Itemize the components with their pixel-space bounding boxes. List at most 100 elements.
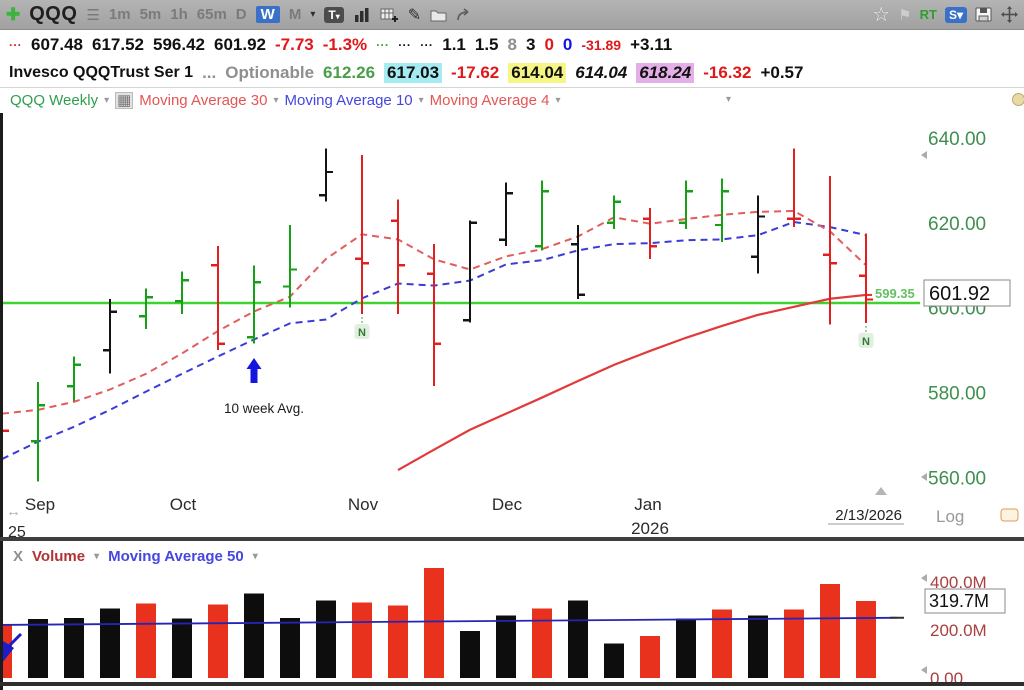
volume-bar <box>532 608 552 678</box>
folder-icon[interactable] <box>430 8 447 22</box>
strategy-button[interactable]: S▾ <box>944 6 967 23</box>
quote-field: 617.52 <box>92 34 145 54</box>
volume-dropdown[interactable]: Volume <box>32 547 86 565</box>
quote-field: 614.04 <box>508 63 567 83</box>
chart-symbol-dropdown[interactable]: QQQ Weekly <box>10 92 99 109</box>
axis-arrow-icon <box>921 666 927 674</box>
quote-field: 1.1 <box>442 34 466 54</box>
chevron-down-icon[interactable] <box>94 551 99 562</box>
indicator-settings-icon[interactable] <box>1012 93 1024 106</box>
quote-field: 0 <box>562 34 573 54</box>
volume-bar <box>388 605 408 678</box>
chevron-down-icon[interactable] <box>273 95 278 106</box>
grid-add-icon[interactable] <box>380 7 399 23</box>
volume-bar <box>208 604 228 678</box>
timeframe-button[interactable]: W <box>255 6 280 23</box>
date-axis[interactable]: Sep Oct Nov Dec Jan 2026 25 2/13/2026 Log ↔ <box>6 487 1019 541</box>
price-bars <box>0 148 873 482</box>
ma4-dropdown[interactable]: Moving Average 4 <box>429 92 550 109</box>
timeframe-button[interactable]: 5m <box>139 6 162 23</box>
favorite-star-icon[interactable]: ☆ <box>872 4 891 26</box>
volume-bar <box>640 636 660 678</box>
svg-text:400.0M: 400.0M <box>930 573 987 592</box>
last-price-badge <box>923 279 1011 307</box>
pane-left-border <box>0 541 3 690</box>
close-pane-button[interactable]: X <box>13 547 24 565</box>
axis-arrow-icon <box>921 473 927 481</box>
pane-left-border <box>0 113 3 541</box>
quote-field: +3.11 <box>630 34 673 54</box>
move-icon[interactable] <box>1001 6 1018 23</box>
quote-field: 617.03 <box>384 63 443 83</box>
symbol-label[interactable]: QQQ <box>29 3 78 25</box>
timeframe-button[interactable]: 1m <box>108 6 131 23</box>
volume-bar <box>28 619 48 678</box>
ma10-dropdown[interactable]: Moving Average 10 <box>284 92 413 109</box>
timeframe-caret-icon[interactable] <box>310 9 315 20</box>
svg-text:640.00: 640.00 <box>928 129 986 150</box>
volume-bar <box>64 618 84 678</box>
grid-icon[interactable]: ▦ <box>115 92 134 109</box>
scale-lock-icon[interactable] <box>1000 508 1019 522</box>
up-arrow-annotation[interactable] <box>246 358 262 383</box>
volume-bar <box>100 608 120 678</box>
svg-text:2026: 2026 <box>631 519 669 538</box>
chevron-down-icon[interactable] <box>419 95 424 106</box>
timeframe-button[interactable]: M <box>288 6 302 23</box>
axis-arrow-icon <box>921 574 927 582</box>
add-symbol-icon[interactable]: ✚ <box>6 4 21 24</box>
quote-field: ... <box>398 34 412 49</box>
timeframe-button[interactable]: 65m <box>196 6 227 23</box>
quote-field: 612.26 <box>323 63 376 82</box>
svg-text:N: N <box>358 327 366 339</box>
ma30-dropdown[interactable]: Moving Average 30 <box>139 92 268 109</box>
note-marker[interactable] <box>858 332 874 348</box>
price-chart[interactable]: 599.35 N N 10 week Avg. 640.00 620.00 600.00 58… <box>0 113 1024 541</box>
tools-button[interactable]: T▾ <box>324 6 344 23</box>
share-arrow-icon[interactable] <box>456 7 473 22</box>
drawn-arrow[interactable] <box>0 639 14 663</box>
chart-toolbar: QQQ Weekly ▦ Moving Average 30 Moving Av… <box>0 87 1024 113</box>
quote-row-details: Invesco QQQTrust Ser 1... Optionable 612.2… <box>0 59 1024 87</box>
timeframe-button[interactable]: D <box>235 6 247 23</box>
svg-text:Sep: Sep <box>25 495 55 514</box>
quote-field: 596.42 <box>153 34 206 54</box>
quote-field: ... <box>202 63 217 82</box>
timeframe-button[interactable]: 1h <box>170 6 188 23</box>
svg-text:25: 25 <box>8 524 26 541</box>
scroll-up-icon <box>875 487 887 495</box>
volume-bar <box>784 609 804 678</box>
quote-row-ohlc: ... 607.48 617.52 596.42 601.92 -7.73 -1.3%...… <box>0 30 1024 59</box>
volume-chart[interactable]: 400.0M 200.0M 0.00 319.7M <box>0 541 1024 690</box>
note-marker[interactable] <box>354 324 370 340</box>
watchlist-menu-icon[interactable]: ☰ <box>86 6 100 24</box>
volume-bar <box>244 593 264 678</box>
svg-text:560.00: 560.00 <box>928 468 986 489</box>
log-scale-label[interactable]: Log <box>936 507 964 526</box>
ma50-dropdown[interactable]: Moving Average 50 <box>108 547 244 565</box>
quote-field: Invesco QQQTrust Ser 1 <box>9 64 194 81</box>
save-icon[interactable] <box>975 7 993 23</box>
draw-pencil-icon[interactable]: ✎ <box>407 6 422 24</box>
chevron-down-icon[interactable] <box>726 94 731 105</box>
chevron-down-icon[interactable] <box>104 95 109 106</box>
bar-chart-icon[interactable] <box>353 7 371 23</box>
toolbar-right-group: ☆ ⚑ RT S▾ <box>872 2 1018 27</box>
quote-field: 8 <box>507 34 517 54</box>
chevron-down-icon[interactable] <box>555 95 560 106</box>
pan-icon[interactable]: ↔ <box>6 503 21 520</box>
svg-text:200.0M: 200.0M <box>930 621 987 640</box>
chevron-down-icon[interactable] <box>253 551 258 562</box>
quote-field: 0 <box>544 34 554 54</box>
pane-divider[interactable] <box>0 537 1024 541</box>
svg-text:580.00: 580.00 <box>928 383 986 404</box>
flag-icon[interactable]: ⚑ <box>898 6 912 24</box>
volume-bar <box>496 615 516 678</box>
volume-toolbar: X Volume Moving Average 50 <box>0 545 258 567</box>
ma-line <box>397 293 872 472</box>
pane-bottom-border <box>0 682 1024 686</box>
quote-field: +0.57 <box>760 63 804 82</box>
svg-text:Oct: Oct <box>170 495 197 514</box>
